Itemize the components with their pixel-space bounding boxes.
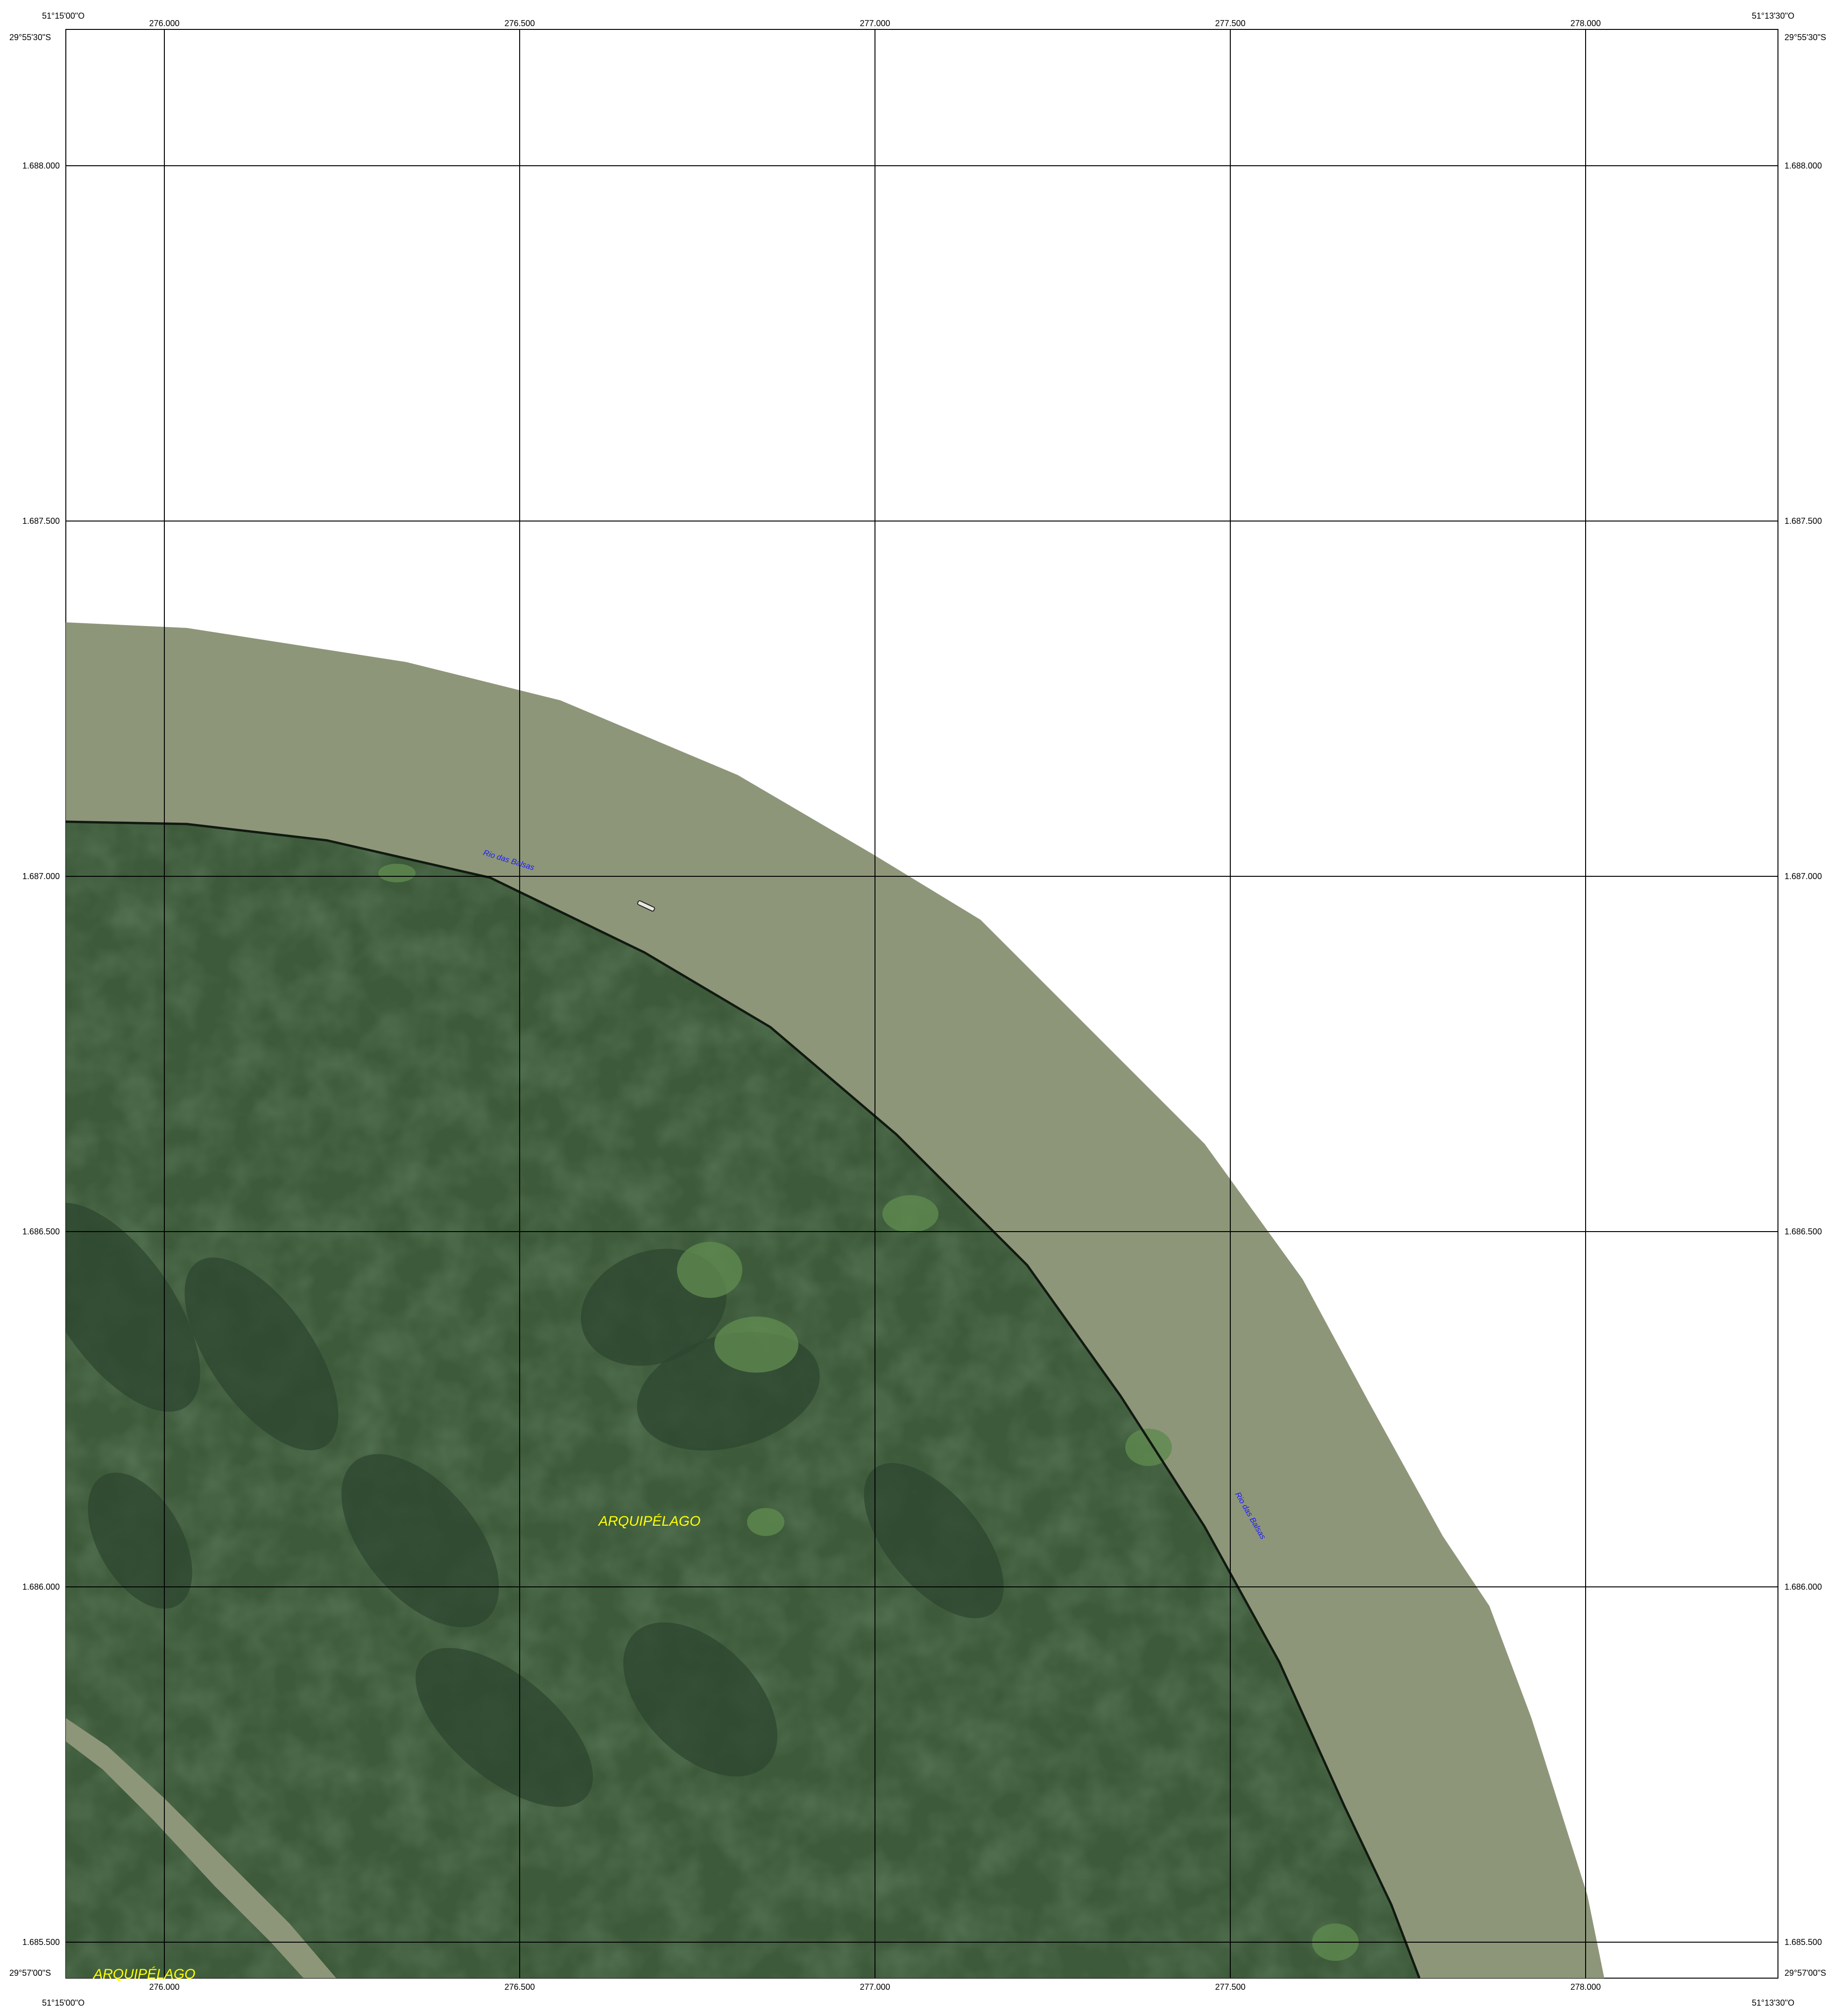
forest-patch <box>341 1454 499 1628</box>
northing-label-left: 1.687.500 <box>22 516 60 526</box>
northing-label-left: 1.686.000 <box>22 1582 60 1592</box>
wetland-patch <box>747 1508 784 1536</box>
northing-label-right: 1.687.500 <box>1785 516 1822 526</box>
wetland-patch <box>882 1195 938 1233</box>
wetland-patch <box>677 1242 742 1298</box>
boat <box>637 900 655 912</box>
easting-label-top: 278.000 <box>1570 19 1601 28</box>
easting-label-top: 277.500 <box>1215 19 1245 28</box>
place-label-arquipelago-center: ARQUIPÉLAGO <box>598 1514 700 1529</box>
corner-top-left-longitude: 51°15'00"O <box>42 11 85 21</box>
northing-label-right: 1.686.000 <box>1785 1582 1822 1592</box>
northing-label-right: 1.687.000 <box>1785 872 1822 881</box>
easting-label-top: 276.500 <box>504 19 535 28</box>
wetland-patches <box>66 864 1359 1961</box>
wetland-patch <box>378 864 416 882</box>
easting-label-bottom: 276.500 <box>504 1982 535 1992</box>
northing-label-right: 1.688.000 <box>1785 161 1822 170</box>
corner-bottom-left-latitude: 29°57'00"S <box>9 1968 51 1978</box>
northing-label-left: 1.686.500 <box>22 1227 60 1236</box>
northing-label-left: 1.685.500 <box>22 1938 60 1947</box>
northing-label-right: 1.685.500 <box>1785 1938 1822 1947</box>
southwest-channel <box>66 1718 336 1978</box>
northing-label-left: 1.687.000 <box>22 872 60 881</box>
easting-label-bottom: 277.000 <box>860 1982 890 1992</box>
corner-bottom-right-longitude: 51°13'30"O <box>1752 1998 1794 2008</box>
river-water <box>66 622 1604 1978</box>
forest-patch <box>88 1473 192 1609</box>
forest-patch <box>864 1463 1004 1619</box>
place-label-arquipelago-southwest: ARQUIPÉLAGO <box>92 1966 195 1982</box>
easting-label-bottom: 276.000 <box>149 1982 179 1992</box>
easting-label-top: 277.000 <box>860 19 890 28</box>
easting-label-bottom: 277.500 <box>1215 1982 1245 1992</box>
coordinate-grid <box>66 29 1778 1978</box>
corner-bottom-right-latitude: 29°57'00"S <box>1785 1968 1826 1978</box>
forest-patch <box>623 1622 777 1776</box>
forest-patch <box>66 1203 200 1412</box>
corner-top-left-latitude: 29°55'30"S <box>9 33 51 42</box>
easting-label-bottom: 278.000 <box>1570 1982 1601 1992</box>
corner-top-right-longitude: 51°13'30"O <box>1752 11 1794 21</box>
grid-labels: 276.000 276.000 276.500 276.500 277.000 277.0… <box>22 19 1822 1992</box>
forest-patch <box>184 1257 339 1451</box>
forest-patch <box>416 1648 593 1807</box>
easting-label-top: 276.000 <box>149 19 179 28</box>
corner-top-right-latitude: 29°55'30"S <box>1785 33 1826 42</box>
wetland-patch <box>1125 1429 1172 1466</box>
shoreline <box>66 820 1421 1978</box>
wetland-patch <box>714 1317 798 1373</box>
northing-label-right: 1.686.500 <box>1785 1227 1822 1236</box>
corner-bottom-left-longitude: 51°15'00"O <box>42 1998 85 2008</box>
northing-label-left: 1.688.000 <box>22 161 60 170</box>
